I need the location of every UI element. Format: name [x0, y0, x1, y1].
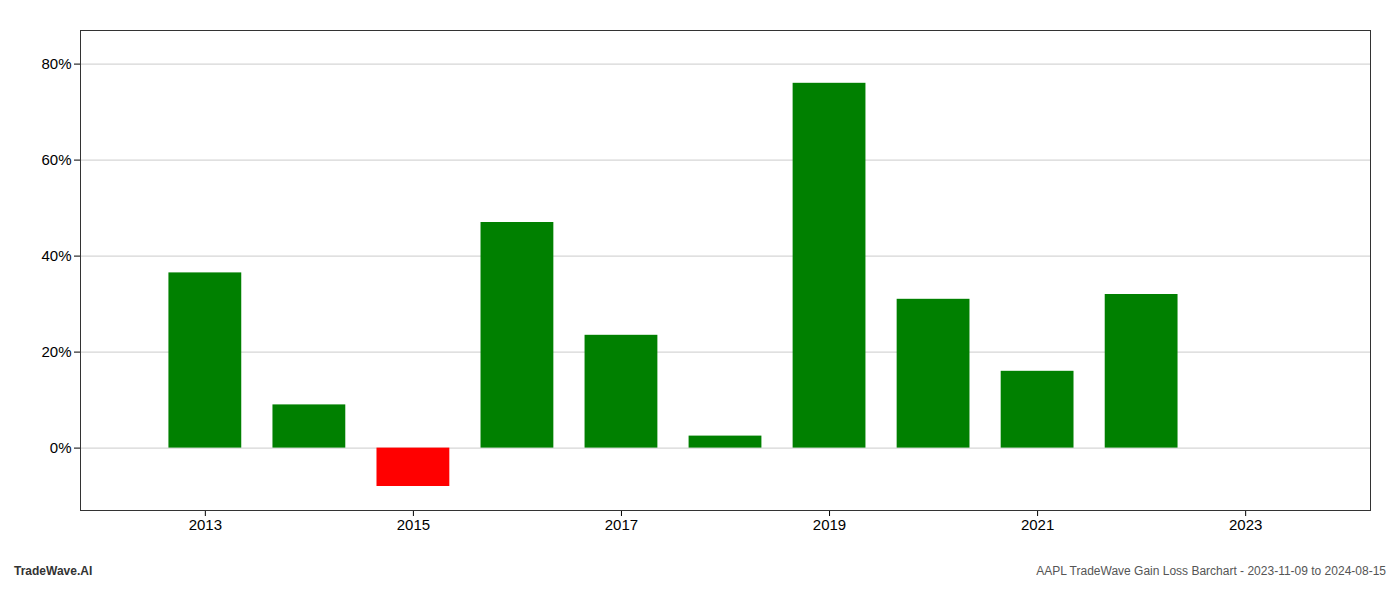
svg-text:2017: 2017: [605, 516, 638, 533]
svg-text:40%: 40%: [41, 247, 71, 264]
svg-text:20%: 20%: [41, 343, 71, 360]
svg-text:0%: 0%: [50, 439, 72, 456]
html-text:AAPL TradeWave Gain Loss Barch: AAPL TradeWave Gain Loss Barchart - 2023…: [1036, 564, 1386, 578]
svg-text:80%: 80%: [41, 55, 71, 72]
svg-text:2021: 2021: [1021, 516, 1054, 533]
svg-text:2023: 2023: [1229, 516, 1262, 533]
svg-text:2013: 2013: [189, 516, 222, 533]
svg-text:2015: 2015: [397, 516, 430, 533]
html-text:TradeWave.AI: TradeWave.AI: [14, 564, 93, 578]
svg-text:2019: 2019: [813, 516, 846, 533]
svg-text:60%: 60%: [41, 151, 71, 168]
